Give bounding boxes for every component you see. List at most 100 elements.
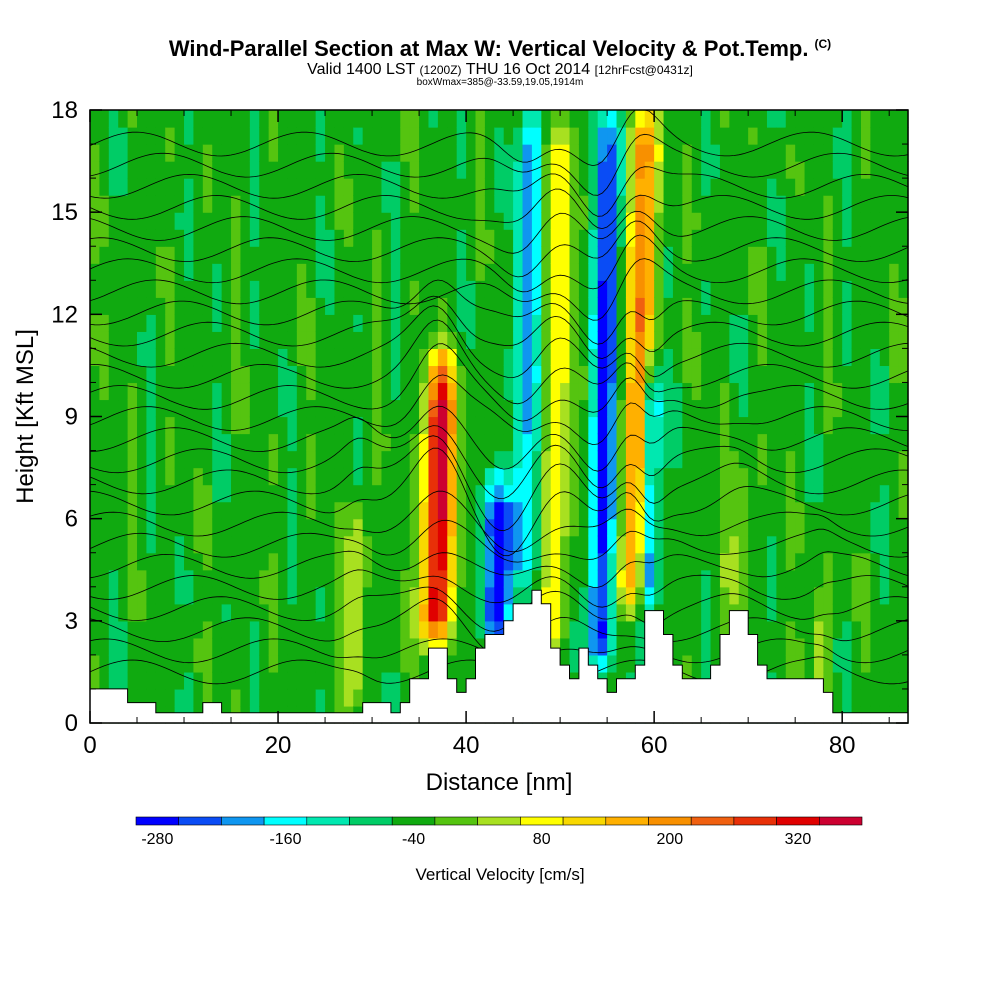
velocity-cell bbox=[259, 348, 270, 367]
velocity-cell bbox=[240, 416, 251, 435]
velocity-cell bbox=[362, 535, 373, 554]
velocity-cell bbox=[306, 246, 317, 264]
velocity-cell bbox=[635, 297, 646, 315]
velocity-cell bbox=[870, 348, 881, 367]
velocity-cell bbox=[691, 178, 702, 196]
velocity-cell bbox=[785, 178, 796, 196]
velocity-cell bbox=[212, 280, 223, 298]
velocity-cell bbox=[503, 382, 514, 401]
velocity-cell bbox=[137, 603, 148, 622]
velocity-cell bbox=[108, 178, 119, 196]
velocity-cell bbox=[682, 416, 693, 435]
velocity-cell bbox=[569, 263, 580, 281]
velocity-cell bbox=[174, 331, 185, 349]
velocity-cell bbox=[231, 348, 242, 367]
velocity-cell bbox=[719, 586, 730, 605]
velocity-cell bbox=[823, 637, 834, 656]
velocity-cell bbox=[776, 297, 787, 315]
velocity-cell bbox=[560, 110, 571, 128]
velocity-cell bbox=[456, 399, 467, 418]
velocity-cell bbox=[118, 178, 129, 196]
velocity-cell bbox=[146, 535, 157, 554]
velocity-cell bbox=[249, 399, 260, 418]
velocity-cell bbox=[776, 246, 787, 264]
velocity-cell bbox=[569, 416, 580, 435]
velocity-cell bbox=[165, 331, 176, 349]
velocity-cell bbox=[400, 195, 411, 213]
velocity-cell bbox=[672, 178, 683, 196]
velocity-cell bbox=[625, 603, 636, 622]
velocity-cell bbox=[231, 314, 242, 332]
velocity-cell bbox=[202, 450, 213, 469]
velocity-cell bbox=[353, 671, 364, 690]
velocity-cell bbox=[588, 382, 599, 401]
velocity-cell bbox=[860, 229, 871, 247]
velocity-cell bbox=[672, 348, 683, 367]
velocity-cell bbox=[381, 195, 392, 213]
velocity-cell bbox=[795, 246, 806, 264]
velocity-cell bbox=[447, 365, 458, 384]
velocity-cell bbox=[513, 110, 524, 128]
velocity-cell bbox=[212, 535, 223, 554]
velocity-cell bbox=[560, 195, 571, 213]
velocity-cell bbox=[682, 161, 693, 179]
velocity-cell bbox=[578, 535, 589, 554]
velocity-cell bbox=[165, 637, 176, 656]
velocity-cell bbox=[447, 467, 458, 486]
velocity-cell bbox=[118, 535, 129, 554]
velocity-cell bbox=[719, 263, 730, 281]
colorbar-title: Vertical Velocity [cm/s] bbox=[415, 865, 584, 884]
velocity-cell bbox=[898, 399, 909, 418]
velocity-cell bbox=[231, 518, 242, 537]
velocity-cell bbox=[287, 501, 298, 520]
velocity-cell bbox=[428, 331, 439, 349]
velocity-cell bbox=[90, 467, 100, 486]
velocity-cell bbox=[118, 314, 129, 332]
velocity-cell bbox=[879, 365, 890, 384]
velocity-cell bbox=[719, 110, 730, 128]
velocity-cell bbox=[456, 433, 467, 452]
velocity-cell bbox=[296, 195, 307, 213]
velocity-cell bbox=[550, 467, 561, 486]
velocity-cell bbox=[879, 280, 890, 298]
velocity-cell bbox=[372, 331, 383, 349]
velocity-cell bbox=[776, 382, 787, 401]
velocity-cell bbox=[165, 654, 176, 673]
velocity-cell bbox=[409, 484, 420, 503]
velocity-cell bbox=[748, 178, 759, 196]
velocity-cell bbox=[287, 586, 298, 605]
velocity-cell bbox=[212, 246, 223, 264]
velocity-cell bbox=[419, 110, 430, 128]
velocity-cell bbox=[193, 246, 204, 264]
velocity-cell bbox=[663, 144, 674, 162]
velocity-cell bbox=[146, 263, 157, 281]
velocity-cell bbox=[390, 195, 401, 213]
velocity-cell bbox=[503, 586, 514, 605]
velocity-cell bbox=[343, 433, 354, 452]
velocity-cell bbox=[654, 586, 665, 605]
velocity-cell bbox=[569, 603, 580, 622]
velocity-cell bbox=[400, 314, 411, 332]
velocity-cell bbox=[447, 433, 458, 452]
velocity-cell bbox=[362, 501, 373, 520]
velocity-cell bbox=[663, 552, 674, 571]
velocity-cell bbox=[785, 654, 796, 673]
velocity-cell bbox=[400, 450, 411, 469]
velocity-cell bbox=[522, 484, 533, 503]
velocity-cell bbox=[748, 433, 759, 452]
velocity-cell bbox=[165, 603, 176, 622]
velocity-cell bbox=[860, 382, 871, 401]
velocity-cell bbox=[165, 144, 176, 162]
velocity-cell bbox=[757, 212, 768, 230]
velocity-cell bbox=[268, 365, 279, 384]
velocity-cell bbox=[400, 433, 411, 452]
velocity-cell bbox=[710, 654, 721, 673]
velocity-cell bbox=[137, 433, 148, 452]
velocity-cell bbox=[137, 671, 148, 690]
velocity-cell bbox=[860, 637, 871, 656]
velocity-cell bbox=[654, 501, 665, 520]
velocity-cell bbox=[475, 637, 486, 656]
velocity-cell bbox=[719, 229, 730, 247]
velocity-cell bbox=[108, 297, 119, 315]
velocity-cell bbox=[701, 535, 712, 554]
